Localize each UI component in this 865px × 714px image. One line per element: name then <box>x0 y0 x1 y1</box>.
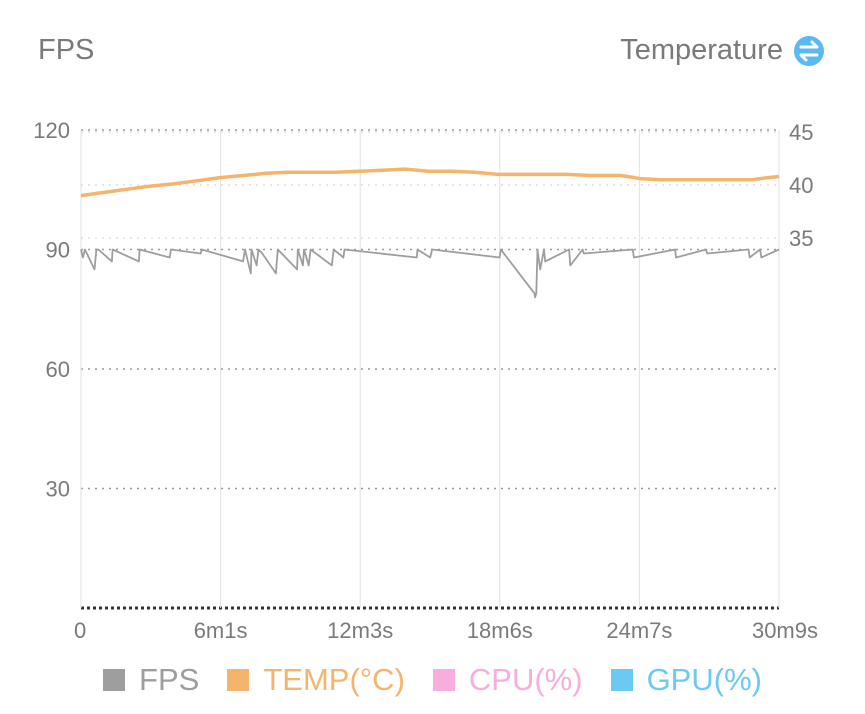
grid-lines <box>80 129 780 610</box>
chart-legend: FPS TEMP(°C) CPU(%) GPU(%) <box>0 662 865 698</box>
fps-temperature-chart: 120 90 60 30 45 40 35 0 6m1s 12m3s 18m6s 24m7s 30m9s <box>33 118 818 643</box>
y-right-tick-label: 45 <box>789 120 813 145</box>
x-tick-label: 0 <box>74 618 86 643</box>
legend-swatch-fps <box>103 669 126 691</box>
legend-item-gpu[interactable]: GPU(%) <box>610 662 762 698</box>
x-tick-label: 24m7s <box>606 618 672 643</box>
axis-labels: 120 90 60 30 45 40 35 0 6m1s 12m3s 18m6s 24m7s 30m9s <box>33 118 818 643</box>
temperature-axis-title: Temperature <box>620 34 783 66</box>
y-left-tick-label: 120 <box>33 118 70 143</box>
y-left-tick-label: 90 <box>46 238 70 263</box>
y-left-tick-label: 60 <box>46 357 70 382</box>
temp-series-line <box>80 167 780 198</box>
x-tick-label: 12m3s <box>327 618 393 643</box>
x-tick-label: 18m6s <box>467 618 533 643</box>
legend-label-fps: FPS <box>139 662 200 697</box>
y-right-tick-label: 35 <box>789 226 813 251</box>
legend-swatch-gpu <box>610 669 633 691</box>
legend-item-temp[interactable]: TEMP(°C) <box>227 662 405 698</box>
legend-item-cpu[interactable]: CPU(%) <box>432 662 583 698</box>
temperature-toggle[interactable]: Temperature <box>620 34 825 67</box>
y-left-tick-label: 30 <box>46 477 70 502</box>
series-lines <box>80 167 780 299</box>
x-tick-label: 6m1s <box>194 618 248 643</box>
fps-axis-title: FPS <box>38 34 95 66</box>
swap-arrows-icon[interactable] <box>793 35 825 67</box>
legend-label-temp: TEMP(°C) <box>263 662 405 697</box>
legend-swatch-temp <box>227 669 250 691</box>
legend-swatch-cpu <box>432 669 455 691</box>
y-right-tick-label: 40 <box>789 173 813 198</box>
fps-series-line <box>80 248 780 299</box>
legend-item-fps[interactable]: FPS <box>103 662 199 698</box>
legend-label-cpu: CPU(%) <box>468 662 583 697</box>
x-tick-label: 30m9s <box>752 618 818 643</box>
legend-label-gpu: GPU(%) <box>646 662 762 697</box>
